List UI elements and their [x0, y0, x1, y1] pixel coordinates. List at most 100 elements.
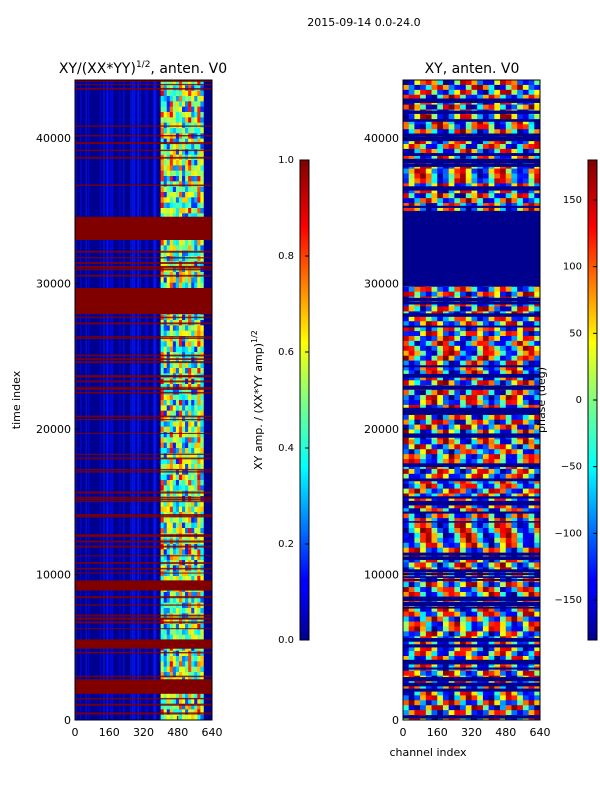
heatmap-cell [448, 587, 455, 593]
heatmap-cell [511, 183, 518, 189]
heatmap-cell [500, 429, 507, 435]
heatmap-cell [191, 432, 195, 438]
heatmap-cell [420, 286, 427, 292]
heatmap-cell [182, 608, 186, 614]
heatmap-cell [477, 134, 484, 140]
heatmap-cell [185, 405, 189, 411]
heatmap-cell [454, 286, 461, 292]
heatmap-cell [408, 168, 415, 174]
heatmap-cell [200, 448, 204, 454]
heatmap-cell [511, 321, 518, 327]
heatmap-cell [431, 685, 438, 691]
heatmap-cell [425, 203, 432, 209]
heatmap-cell [505, 104, 512, 110]
heatmap-cell [534, 414, 540, 420]
heatmap-cell [505, 114, 512, 120]
heatmap-cell [169, 709, 174, 715]
heatmap-cell [494, 350, 501, 356]
heatmap-cell [488, 400, 495, 406]
heatmap-cell [111, 80, 113, 720]
heatmap-cell [460, 139, 467, 145]
heatmap-cell [172, 410, 177, 417]
heatmap-cell [408, 153, 415, 160]
heatmap-cell [75, 156, 212, 159]
heatmap-cell [534, 690, 540, 696]
heatmap-cell [471, 286, 478, 292]
heatmap-cell [500, 592, 507, 598]
heatmap-cell [431, 454, 438, 460]
heatmap-cell [471, 80, 478, 86]
heatmap-cell [442, 587, 449, 593]
heatmap-cell [431, 626, 438, 632]
heatmap-cell [477, 80, 484, 86]
heatmap-cell [191, 192, 195, 198]
heatmap-cell [185, 432, 189, 438]
heatmap-cell [511, 400, 518, 406]
heatmap-cell [408, 208, 415, 214]
heatmap-cell [482, 646, 489, 652]
heatmap-cell [442, 203, 449, 209]
heatmap-cell [178, 549, 183, 555]
heatmap-cell [488, 582, 495, 588]
heatmap-cell [488, 129, 495, 135]
heatmap-cell [528, 616, 535, 622]
heatmap-cell [403, 321, 410, 327]
heatmap-cell [482, 449, 489, 455]
heatmap-cell [175, 181, 180, 187]
heatmap-cell [403, 587, 410, 593]
heatmap-cell [403, 408, 540, 413]
heatmap-cell [442, 89, 449, 96]
heatmap-cell [182, 192, 186, 198]
heatmap-cell [160, 672, 164, 678]
heatmap-cell [431, 345, 438, 352]
heatmap-cell [471, 129, 478, 135]
heatmap-cell [448, 340, 455, 347]
heatmap-cell [454, 670, 461, 676]
heatmap-cell [494, 390, 501, 396]
heatmap-cell [505, 84, 512, 91]
heatmap-cell [175, 437, 180, 443]
heatmap-cell [448, 700, 455, 706]
heatmap-cell [442, 119, 449, 125]
heatmap-cell [169, 608, 174, 614]
heatmap-cell [448, 631, 455, 637]
heatmap-cell [431, 523, 438, 529]
heatmap-cell [194, 597, 198, 603]
heatmap-cell [194, 208, 198, 214]
heatmap-cell [188, 432, 192, 438]
heatmap-cell [414, 306, 421, 312]
heatmap-cell [448, 429, 455, 435]
heatmap-cell [488, 631, 495, 637]
heatmap-cell [482, 404, 489, 411]
heatmap-cell [403, 611, 410, 617]
heatmap-cell [488, 114, 495, 120]
heatmap-cell [454, 582, 461, 588]
heatmap-cell [408, 188, 415, 194]
heatmap-cell [511, 419, 518, 425]
heatmap-cell [534, 695, 540, 701]
heatmap-cell [163, 485, 168, 491]
heatmap-cell [403, 677, 540, 682]
heatmap-cell [448, 444, 455, 450]
heatmap-cell [431, 513, 438, 519]
heatmap-cell [465, 84, 472, 91]
heatmap-cell [425, 104, 432, 110]
heatmap-cell [528, 582, 535, 588]
heatmap-cell [163, 666, 168, 673]
heatmap-cell [488, 473, 495, 480]
heatmap-cell [517, 508, 524, 514]
heatmap-cell [471, 454, 478, 460]
heatmap-cell [534, 528, 540, 534]
heatmap-cell [169, 698, 174, 705]
heatmap-cell [197, 672, 201, 678]
heatmap-cell [172, 357, 177, 363]
heatmap-cell [178, 368, 183, 374]
heatmap-cell [448, 321, 455, 327]
heatmap-cell [420, 656, 427, 662]
heatmap-cell [460, 370, 467, 376]
heatmap-cell [511, 331, 518, 337]
heatmap-cell [517, 153, 524, 160]
heatmap-cell [460, 286, 467, 292]
heatmap-cell [437, 80, 444, 86]
heatmap-cell [522, 395, 529, 401]
